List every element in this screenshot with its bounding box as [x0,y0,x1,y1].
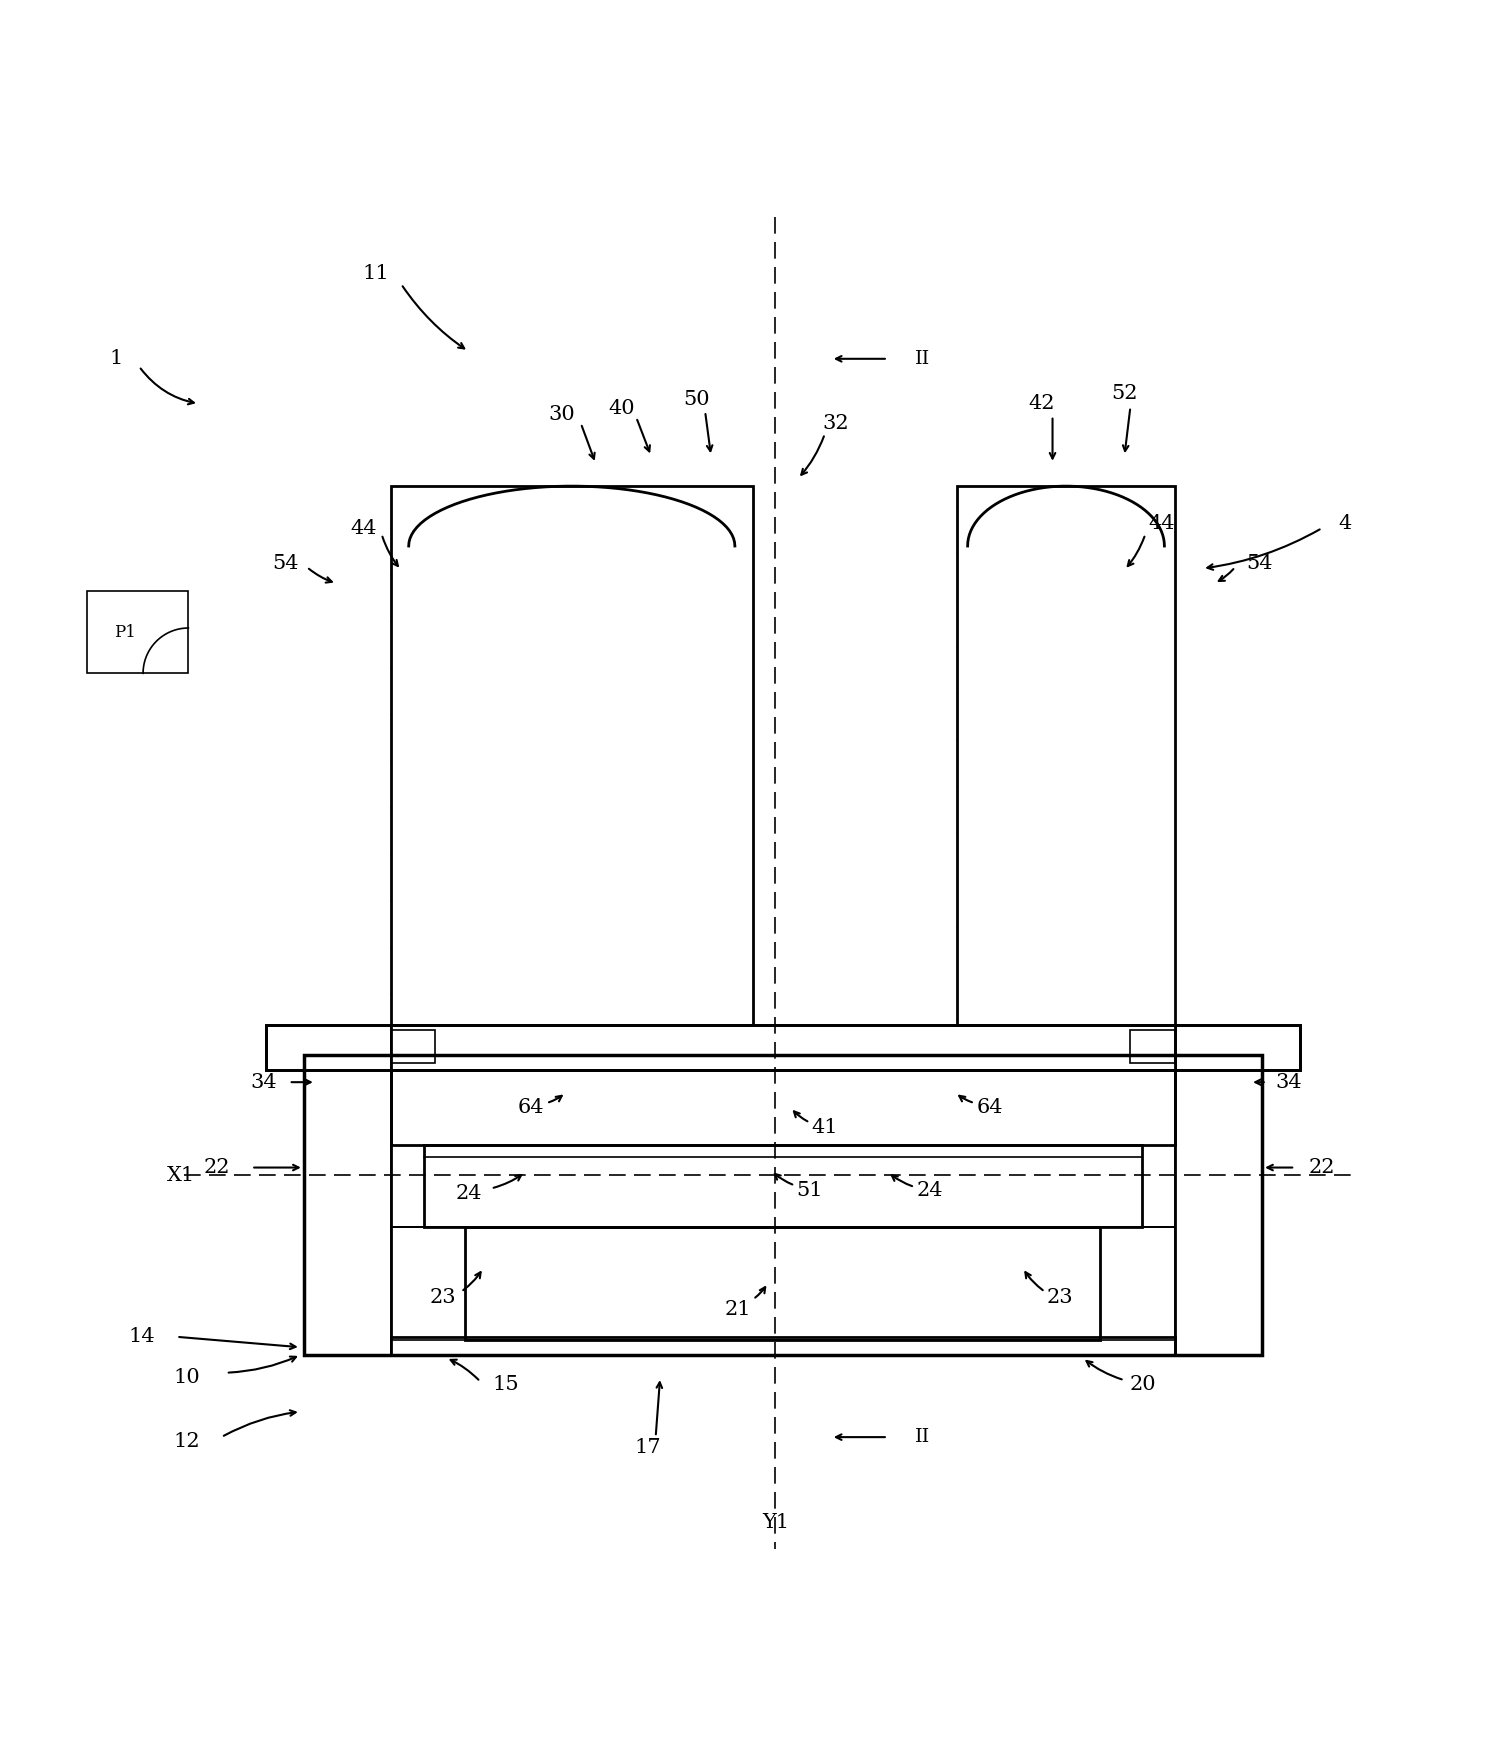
Bar [390,1026,1175,1070]
Bar [304,1056,1262,1355]
Bar [1131,1030,1175,1063]
Bar [956,487,1175,1026]
Bar [390,1030,435,1063]
Text: 20: 20 [1130,1375,1155,1394]
Text: 40: 40 [608,399,634,418]
Text: 24: 24 [917,1180,943,1199]
Text: 32: 32 [822,413,849,432]
Bar [1175,1056,1262,1355]
Text: 64: 64 [976,1098,1003,1117]
Text: 10: 10 [173,1368,200,1387]
Bar [423,1145,1143,1227]
Text: 24: 24 [455,1184,482,1203]
Bar [86,590,188,674]
Text: 51: 51 [797,1180,824,1199]
Text: X1: X1 [167,1166,194,1184]
Text: 50: 50 [682,390,709,408]
Text: 23: 23 [1047,1289,1074,1308]
Text: 17: 17 [636,1438,661,1457]
Text: 11: 11 [363,264,389,284]
Bar [465,1227,1101,1340]
Bar [390,487,753,1026]
Text: 34: 34 [1276,1073,1303,1091]
Text: 22: 22 [1309,1157,1336,1177]
Bar [390,1070,1175,1145]
Bar [390,1340,1175,1355]
Text: 23: 23 [429,1289,456,1308]
Text: 1: 1 [110,348,123,368]
Text: 44: 44 [1149,515,1175,532]
Bar [304,1056,390,1355]
Text: P1: P1 [114,623,136,641]
Text: 15: 15 [492,1375,520,1394]
Bar [390,1336,1175,1355]
Text: 64: 64 [518,1098,545,1117]
Bar [390,1145,1175,1227]
Text: 4: 4 [1337,515,1351,532]
Bar [304,1056,390,1355]
Text: 21: 21 [724,1301,751,1319]
Text: 54: 54 [273,555,300,574]
Bar [267,1026,390,1070]
Bar [390,1030,435,1063]
Text: II: II [914,350,931,368]
Bar [1131,1030,1175,1063]
Text: Y1: Y1 [762,1513,789,1532]
Text: 12: 12 [173,1432,200,1452]
Bar [390,487,753,1026]
Bar [956,487,1175,1026]
Text: II: II [914,1429,931,1446]
Bar [267,1026,390,1070]
Text: 44: 44 [351,518,376,538]
Text: 52: 52 [1111,383,1137,403]
Text: 14: 14 [128,1327,155,1347]
Text: 41: 41 [812,1117,839,1136]
Bar [267,1026,1300,1070]
Text: 30: 30 [548,404,575,424]
Text: 42: 42 [1029,394,1056,413]
Bar [465,1227,1101,1340]
Bar [390,1070,1175,1145]
Bar [1175,1056,1262,1355]
Bar [1175,1026,1300,1070]
Text: 34: 34 [250,1073,277,1091]
Bar [1175,1026,1300,1070]
Text: 22: 22 [203,1157,230,1177]
Text: 54: 54 [1245,555,1273,574]
